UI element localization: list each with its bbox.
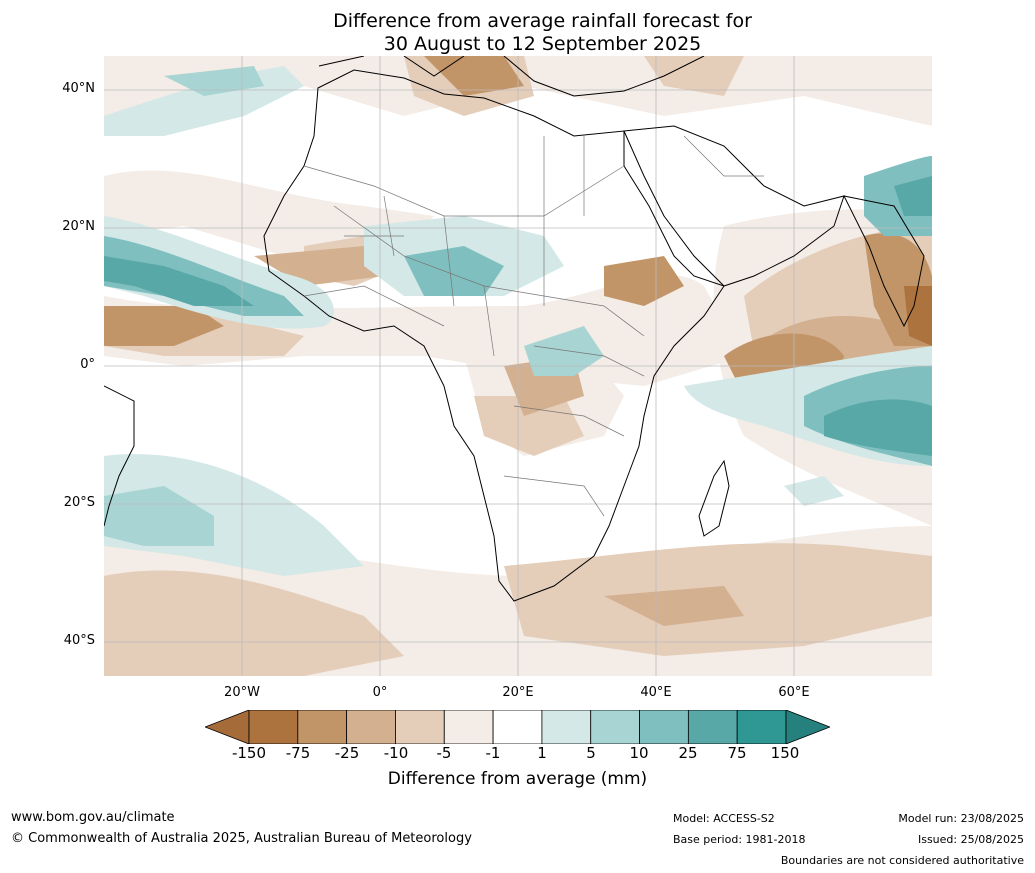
map-title: Difference from average rainfall forecas… bbox=[0, 10, 1035, 56]
colorbar-extend-low bbox=[205, 710, 250, 744]
base-period: Base period: 1981-2018 bbox=[673, 833, 806, 846]
colorbar-swatch bbox=[687, 710, 738, 744]
coastlines bbox=[104, 56, 925, 602]
title-line-2: 30 August to 12 September 2025 bbox=[383, 33, 702, 55]
colorbar-tick: -25 bbox=[334, 744, 360, 762]
colorbar bbox=[205, 710, 830, 744]
model-run: Model run: 23/08/2025 bbox=[898, 812, 1024, 825]
colorbar-tick: -5 bbox=[436, 744, 452, 762]
website-link[interactable]: www.bom.gov.au/climate bbox=[11, 810, 175, 825]
colorbar-swatch bbox=[346, 710, 396, 744]
colorbar-swatch bbox=[297, 710, 348, 744]
colorbar-tick: 75 bbox=[727, 744, 747, 762]
colorbar-tick: 25 bbox=[678, 744, 698, 762]
lon-label-20e: 20°E bbox=[502, 685, 534, 700]
colorbar-swatch bbox=[492, 710, 543, 744]
colorbar-swatch bbox=[590, 710, 640, 744]
colorbar-label: Difference from average (mm) bbox=[387, 769, 648, 789]
lat-label-40s: 40°S bbox=[63, 633, 95, 648]
model-name: Model: ACCESS-S2 bbox=[673, 812, 775, 825]
issued-date: Issued: 25/08/2025 bbox=[917, 833, 1024, 846]
disclaimer: Boundaries are not considered authoritat… bbox=[780, 854, 1024, 867]
lon-label-0: 0° bbox=[372, 685, 388, 700]
colorbar-extend-high bbox=[785, 710, 830, 744]
lon-label-20w: 20°W bbox=[224, 685, 260, 700]
colorbar-tick: 10 bbox=[629, 744, 649, 762]
copyright-text: © Commonwealth of Australia 2025, Austra… bbox=[11, 831, 472, 846]
colorbar-swatch bbox=[736, 710, 787, 744]
colorbar-swatch bbox=[443, 710, 494, 744]
rainfall-anomaly-map bbox=[104, 56, 932, 676]
colorbar-tick: 1 bbox=[537, 744, 547, 762]
colorbar-tick: -10 bbox=[383, 744, 409, 762]
colorbar-swatch bbox=[395, 710, 445, 744]
lon-label-60e: 60°E bbox=[778, 685, 810, 700]
lat-label-20s: 20°S bbox=[63, 495, 95, 510]
graticule bbox=[104, 56, 932, 676]
colorbar-tick: -1 bbox=[485, 744, 501, 762]
lat-label-0: 0° bbox=[80, 357, 95, 372]
colorbar-tick: 150 bbox=[770, 744, 800, 762]
lat-label-40n: 40°N bbox=[62, 81, 95, 96]
lon-label-40e: 40°E bbox=[640, 685, 672, 700]
colorbar-swatch bbox=[541, 710, 592, 744]
colorbar-tick: -75 bbox=[285, 744, 311, 762]
country-borders bbox=[303, 135, 764, 517]
colorbar-swatch bbox=[248, 710, 299, 744]
colorbar-tick: 5 bbox=[586, 744, 596, 762]
colorbar-swatch bbox=[639, 710, 689, 744]
lat-label-20n: 20°N bbox=[62, 219, 95, 234]
title-line-1: Difference from average rainfall forecas… bbox=[333, 10, 752, 32]
colorbar-tick: -150 bbox=[231, 744, 267, 762]
